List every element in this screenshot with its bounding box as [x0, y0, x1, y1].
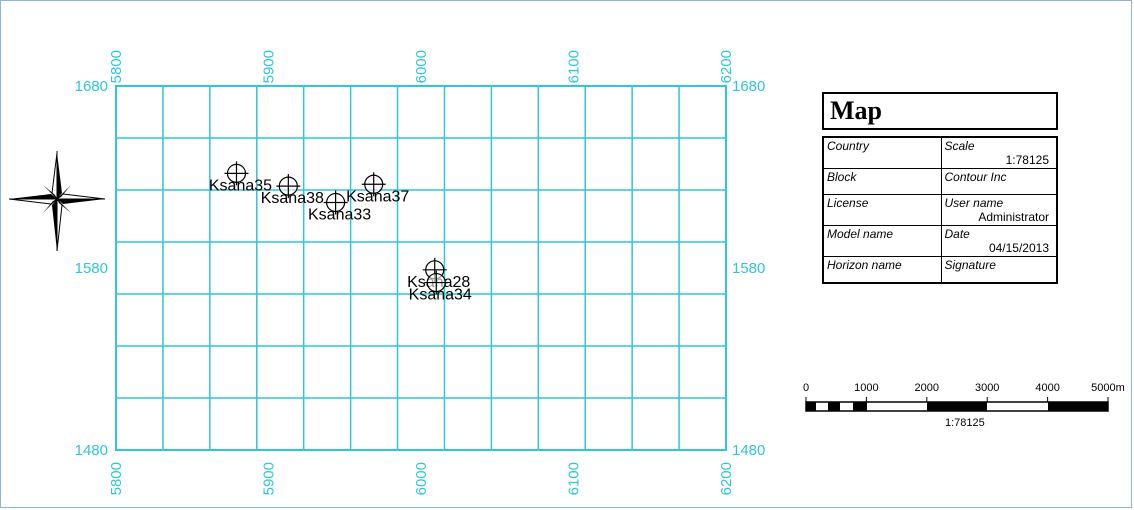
- y-tick-label: 1480: [75, 442, 108, 459]
- legend-row: Block Contour Inc: [822, 168, 1058, 195]
- legend-label-date: Date: [944, 227, 970, 241]
- x-tick-label: 5900: [261, 462, 278, 495]
- x-tick-label: 6200: [718, 50, 735, 83]
- map-grid: [115, 85, 727, 451]
- legend-cell-horizon-name: Horizon name: [822, 256, 942, 283]
- legend-cell-country: Country: [822, 136, 942, 169]
- scale-bar-segment: [927, 402, 987, 411]
- scale-bar-tick-label: 4000: [1035, 382, 1059, 394]
- scale-bar: 0 1000 2000 3000 4000 5000m 1:78125: [803, 382, 1125, 429]
- x-tick-label: 6100: [566, 462, 583, 495]
- legend-cell-block: Block: [822, 168, 942, 195]
- legend-value-date: 04/15/2013: [988, 241, 1049, 255]
- scale-bar-segment: [853, 402, 867, 411]
- legend-label-user-name: User name: [944, 196, 1004, 210]
- scale-bar-segment: [828, 402, 840, 411]
- well-label: Ksana33: [308, 206, 371, 223]
- y-tick-label: 1580: [732, 260, 765, 277]
- x-tick-label: 5800: [108, 50, 125, 83]
- grid-border: [115, 85, 727, 451]
- legend-row: License User name Administrator: [822, 194, 1058, 226]
- scale-bar-tick-label: 5000m: [1091, 382, 1125, 394]
- scale-bar-tick-label: 3000: [975, 382, 999, 394]
- legend-cell-signature: Signature: [940, 256, 1058, 283]
- well-label: Ksana38: [261, 190, 324, 207]
- legend-value-scale: 1:78125: [1005, 153, 1049, 167]
- legend-row: Horizon name Signature: [822, 256, 1058, 283]
- legend-cell-user-name: User name Administrator: [940, 194, 1058, 226]
- legend-cell-model-name: Model name: [822, 225, 942, 257]
- x-tick-label: 6000: [413, 462, 430, 495]
- legend-label-scale: Scale: [944, 139, 975, 153]
- map-tick-labels: 5800 5800 5900 5900 6000 6000 6100 6100 6200 6200…: [75, 50, 766, 495]
- x-tick-label: 5800: [108, 462, 125, 495]
- well-marker[interactable]: Ksana37: [346, 172, 409, 205]
- scale-bar-segment: [1048, 402, 1108, 411]
- legend-value-user-name: Administrator: [978, 210, 1049, 224]
- legend-title: Map: [822, 92, 1058, 130]
- well-label: Ksana35: [209, 177, 272, 194]
- legend-info-table: Country Scale 1:78125 Block Contour Inc …: [822, 136, 1058, 284]
- y-tick-label: 1680: [75, 78, 108, 95]
- scale-bar-tick-label: 1000: [854, 382, 878, 394]
- y-tick-label: 1580: [75, 260, 108, 277]
- well-label: Ksana34: [409, 287, 472, 304]
- compass-rose-icon: [8, 151, 106, 252]
- x-tick-label: 6100: [566, 50, 583, 83]
- legend-cell-date: Date 04/15/2013: [940, 225, 1058, 257]
- x-tick-label: 5900: [261, 50, 278, 83]
- y-tick-label: 1480: [732, 442, 765, 459]
- well-marker[interactable]: Ksana34: [409, 270, 472, 304]
- y-tick-label: 1680: [732, 78, 765, 95]
- scale-bar-segment: [806, 402, 816, 411]
- x-tick-label: 6000: [413, 50, 430, 83]
- scale-bar-tick-label: 2000: [915, 382, 939, 394]
- x-tick-label: 6200: [718, 462, 735, 495]
- legend-row: Model name Date 04/15/2013: [822, 225, 1058, 257]
- legend-row: Country Scale 1:78125: [822, 136, 1058, 169]
- legend-cell-contour-inc: Contour Inc: [940, 168, 1058, 195]
- legend-cell-scale: Scale 1:78125: [940, 136, 1058, 169]
- scale-bar-tick-label: 0: [803, 382, 809, 394]
- scale-bar-caption: 1:78125: [945, 417, 985, 429]
- well-marker[interactable]: Ksana35: [209, 161, 272, 194]
- well-marker[interactable]: Ksana33: [308, 190, 371, 223]
- well-marker[interactable]: Ksana38: [261, 174, 324, 207]
- wells-layer: Ksana35Ksana38Ksana33Ksana37Ksana28Ksana…: [209, 161, 472, 304]
- legend-cell-license: License: [822, 194, 942, 226]
- well-label: Ksana37: [346, 188, 409, 205]
